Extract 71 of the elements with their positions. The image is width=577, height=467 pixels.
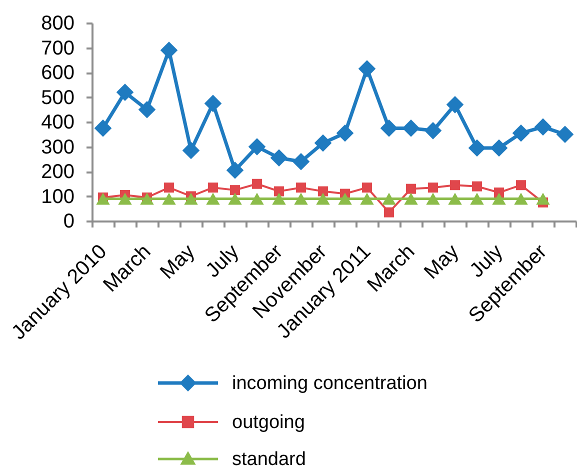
point — [470, 192, 484, 205]
point — [424, 122, 442, 140]
point — [338, 192, 352, 205]
point — [226, 162, 244, 179]
point — [272, 192, 286, 205]
point — [318, 186, 328, 196]
point — [404, 192, 418, 205]
point — [490, 139, 508, 157]
point — [206, 192, 220, 205]
point — [292, 152, 310, 170]
point — [446, 96, 464, 114]
legend-label: incoming concentration — [232, 373, 428, 394]
point — [448, 192, 462, 205]
point — [384, 207, 394, 218]
point — [468, 139, 486, 157]
point — [118, 192, 132, 205]
point — [208, 182, 218, 193]
point — [96, 192, 110, 205]
y-tick-label: 700 — [41, 37, 74, 60]
point — [450, 180, 460, 190]
point — [294, 192, 308, 205]
point — [362, 182, 372, 193]
point — [472, 181, 482, 192]
point — [382, 192, 396, 205]
point — [402, 120, 420, 137]
point — [406, 184, 416, 194]
point — [164, 182, 174, 193]
x-tick-label: May — [420, 239, 464, 284]
x-tick-label: May — [156, 239, 200, 284]
point — [296, 182, 306, 193]
y-tick-label: 0 — [63, 210, 74, 232]
point — [270, 149, 288, 167]
y-tick-label: 500 — [41, 86, 74, 109]
legend-label: outgoing — [232, 412, 305, 433]
y-tick-label: 300 — [41, 136, 74, 158]
point — [534, 118, 552, 136]
point — [516, 180, 526, 190]
point — [94, 120, 112, 137]
point — [536, 192, 550, 205]
y-tick-label: 200 — [41, 161, 74, 183]
point — [182, 142, 200, 160]
point — [426, 192, 440, 205]
point — [358, 60, 376, 78]
y-tick-label: 800 — [41, 12, 74, 34]
point — [228, 192, 242, 205]
point — [492, 192, 506, 205]
point — [316, 192, 330, 205]
point — [138, 100, 156, 118]
point — [248, 138, 266, 156]
point — [116, 84, 134, 101]
point — [204, 94, 222, 112]
y-tick-label: 400 — [41, 112, 74, 134]
legend-label: standard — [232, 449, 306, 467]
point — [360, 192, 374, 205]
point — [252, 178, 262, 189]
point — [250, 192, 264, 205]
point — [512, 124, 530, 142]
point — [336, 124, 354, 142]
point — [140, 192, 154, 205]
point — [556, 126, 574, 144]
point — [162, 192, 176, 205]
y-tick-label: 600 — [41, 62, 74, 84]
point — [314, 134, 332, 152]
point — [428, 182, 438, 193]
y-tick-label: 100 — [41, 186, 74, 208]
point — [514, 192, 528, 205]
point — [380, 120, 398, 137]
point — [274, 186, 284, 196]
point — [160, 42, 178, 59]
point — [230, 185, 240, 196]
point — [184, 192, 198, 205]
